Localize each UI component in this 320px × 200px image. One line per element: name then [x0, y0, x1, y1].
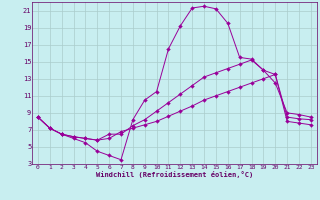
X-axis label: Windchill (Refroidissement éolien,°C): Windchill (Refroidissement éolien,°C): [96, 171, 253, 178]
